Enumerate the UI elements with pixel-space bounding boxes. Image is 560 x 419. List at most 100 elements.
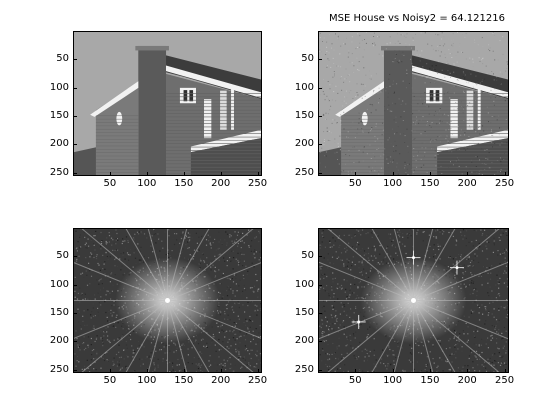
column — [450, 99, 458, 139]
x-tick-label: 150 — [174, 375, 194, 386]
axes-house-noisy[interactable] — [318, 31, 509, 176]
x-tick-mark — [467, 172, 469, 176]
y-tick-label: 150 — [49, 109, 69, 121]
x-tick-mark — [429, 369, 431, 373]
window — [179, 87, 196, 104]
y-tick-label: 150 — [294, 109, 314, 121]
x-tick-label: 50 — [348, 178, 362, 189]
y-tick-mark — [73, 172, 77, 174]
y-tick-mark — [318, 369, 322, 371]
y-tick-label: 100 — [49, 81, 69, 93]
axes-house-original[interactable] — [73, 31, 262, 176]
x-tick-label: 250 — [248, 178, 268, 189]
y-tick-label: 200 — [49, 335, 69, 347]
y-tick-mark — [73, 115, 77, 117]
y-tick-mark — [318, 256, 322, 258]
y-tick-mark — [73, 284, 77, 286]
window-pane — [189, 90, 194, 102]
y-tick-mark — [318, 59, 322, 61]
y-tick-mark — [73, 256, 77, 258]
x-tick-label: 50 — [103, 375, 117, 386]
y-tick-label: 50 — [301, 250, 314, 262]
x-tick-mark — [183, 369, 185, 373]
y-tick-label: 150 — [294, 306, 314, 318]
x-tick-mark — [146, 172, 148, 176]
y-tick-mark — [318, 284, 322, 286]
y-tick-label: 200 — [294, 138, 314, 150]
y-tick-mark — [318, 172, 322, 174]
chimney-cap — [135, 45, 169, 51]
dc-peak — [411, 298, 416, 303]
x-tick-mark — [220, 172, 222, 176]
noise-spike-center — [357, 320, 361, 324]
left-gable-trim — [90, 81, 139, 117]
y-tick-mark — [318, 87, 322, 89]
y-tick-mark — [73, 369, 77, 371]
y-tick-label: 250 — [294, 166, 314, 178]
y-tick-mark — [318, 115, 322, 117]
window-pane — [429, 90, 434, 102]
neighbor-roof — [319, 146, 345, 175]
y-tick-label: 150 — [49, 306, 69, 318]
x-tick-mark — [146, 369, 148, 373]
x-tick-label: 50 — [103, 178, 117, 189]
y-tick-mark — [73, 87, 77, 89]
x-tick-label: 200 — [457, 178, 477, 189]
y-tick-mark — [73, 341, 77, 343]
y-tick-mark — [318, 144, 322, 146]
x-tick-mark — [392, 172, 394, 176]
x-tick-label: 100 — [137, 178, 157, 189]
chimney — [138, 45, 167, 175]
x-tick-label: 150 — [174, 178, 194, 189]
roof-trim — [412, 65, 508, 98]
axes-spectrum-noisy[interactable] — [318, 228, 509, 373]
y-tick-mark — [73, 144, 77, 146]
y-tick-label: 200 — [294, 335, 314, 347]
y-tick-mark — [318, 341, 322, 343]
y-tick-label: 50 — [56, 250, 69, 262]
y-tick-label: 100 — [49, 278, 69, 290]
axes-spectrum-original[interactable] — [73, 228, 262, 373]
oval-window — [361, 111, 368, 126]
x-tick-label: 100 — [383, 375, 403, 386]
x-tick-mark — [355, 369, 357, 373]
downspout — [231, 85, 234, 130]
x-tick-mark — [392, 369, 394, 373]
x-tick-mark — [257, 172, 259, 176]
noisy-house-image — [319, 32, 508, 175]
left-gable-trim — [335, 81, 384, 117]
y-tick-label: 100 — [294, 278, 314, 290]
x-tick-label: 250 — [494, 178, 515, 189]
oval-window — [116, 111, 123, 126]
y-tick-label: 250 — [294, 363, 314, 375]
x-tick-label: 200 — [211, 178, 231, 189]
y-tick-label: 50 — [56, 53, 69, 65]
porch-roof-trim — [190, 129, 261, 153]
x-tick-label: 150 — [420, 178, 440, 189]
window-pane — [435, 90, 440, 102]
x-tick-label: 200 — [457, 375, 477, 386]
mse-title: MSE House vs Noisy2 = 64.121216 — [329, 13, 505, 24]
window-pane — [183, 90, 188, 102]
noise-spike-center — [412, 256, 415, 260]
x-tick-mark — [504, 172, 506, 176]
y-tick-mark — [73, 312, 77, 314]
y-tick-label: 200 — [49, 138, 69, 150]
x-tick-mark — [467, 369, 469, 373]
x-tick-label: 150 — [420, 375, 440, 386]
y-tick-label: 250 — [49, 166, 69, 178]
y-tick-label: 100 — [294, 81, 314, 93]
window — [426, 87, 443, 104]
x-tick-label: 100 — [137, 375, 157, 386]
x-tick-label: 100 — [383, 178, 403, 189]
y-tick-mark — [73, 59, 77, 61]
dc-peak — [165, 298, 170, 303]
x-tick-mark — [257, 369, 259, 373]
y-tick-label: 250 — [49, 363, 69, 375]
x-tick-mark — [109, 172, 111, 176]
x-tick-label: 250 — [494, 375, 515, 386]
porch-roof-trim — [437, 129, 508, 153]
x-tick-label: 250 — [248, 375, 268, 386]
x-tick-label: 50 — [348, 375, 362, 386]
